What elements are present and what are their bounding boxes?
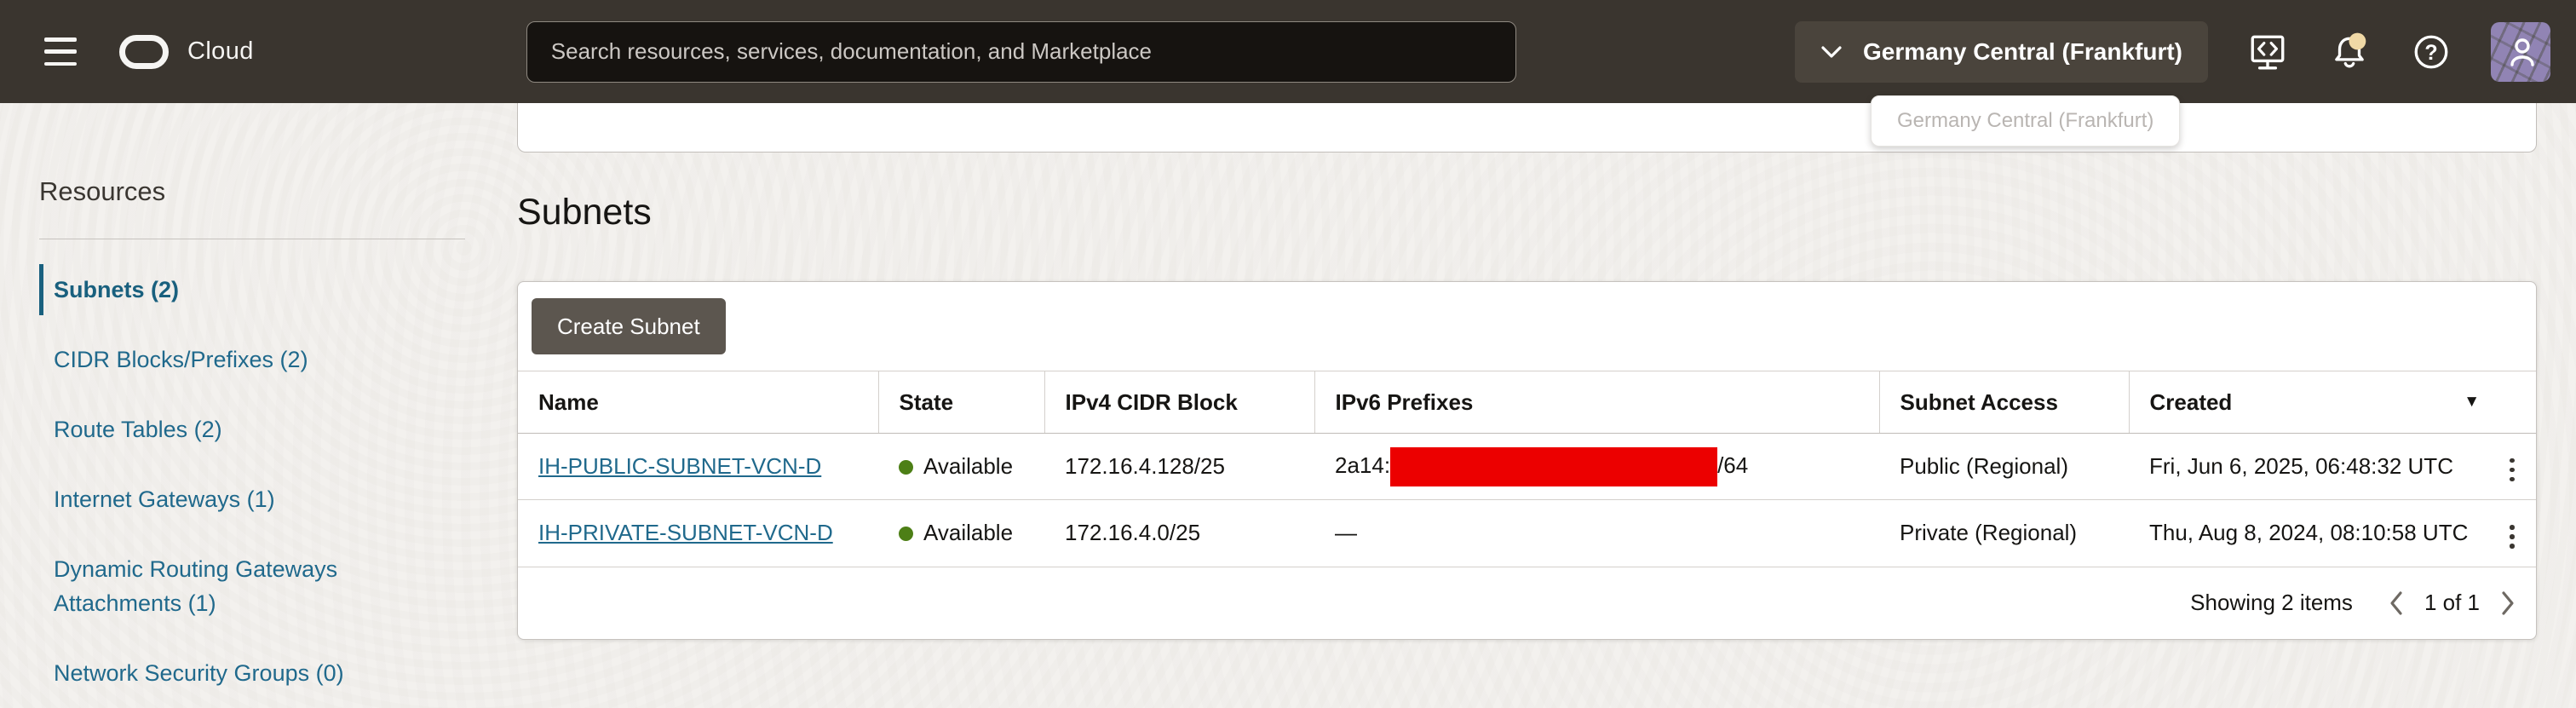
- actions-cell: [2488, 433, 2536, 500]
- subnet-access-cell: Private (Regional): [1879, 499, 2129, 567]
- cloud-shell-icon: [2251, 35, 2285, 69]
- created-cell: Fri, Jun 6, 2025, 06:48:32 UTC: [2129, 433, 2488, 500]
- cloud-shell-button[interactable]: [2245, 30, 2290, 74]
- oracle-logo-icon: [119, 34, 169, 69]
- user-avatar[interactable]: [2491, 21, 2550, 82]
- sidebar-item-cidr-blocks-prefixes[interactable]: CIDR Blocks/Prefixes (2): [54, 347, 308, 372]
- sidebar-title: Resources: [39, 176, 166, 206]
- sidebar-nav: Subnets (2) CIDR Blocks/Prefixes (2) Rou…: [39, 255, 465, 708]
- status-available-dot: [899, 460, 913, 475]
- subnet-access-cell: Public (Regional): [1879, 433, 2129, 500]
- bell-icon: [2335, 32, 2366, 67]
- sidebar-item-network-security-groups[interactable]: Network Security Groups (0): [54, 660, 344, 686]
- region-label: Germany Central (Frankfurt): [1863, 37, 2182, 65]
- subnets-table: Name State IPv4 CIDR Block IPv6 Prefixes…: [518, 371, 2536, 567]
- state-cell: Available: [878, 433, 1044, 500]
- column-header-state[interactable]: State: [877, 371, 1044, 434]
- subnet-link[interactable]: IH-PUBLIC-SUBNET-VCN-D: [538, 453, 822, 479]
- notification-badge: [2349, 32, 2366, 49]
- topbar-actions: Germany Central (Frankfurt) ?: [1795, 20, 2550, 83]
- card-toolbar: Create Subnet: [518, 282, 2536, 371]
- sidebar-item-drg-attachments[interactable]: Dynamic Routing Gateways Attachments (1): [54, 556, 338, 616]
- table-footer: Showing 2 items 1 of 1: [518, 566, 2536, 639]
- actions-cell: [2488, 499, 2536, 567]
- state-cell: Available: [878, 499, 1044, 567]
- hamburger-menu-icon[interactable]: [44, 37, 77, 66]
- brand-label: Cloud: [187, 37, 254, 65]
- create-subnet-button[interactable]: Create Subnet: [532, 298, 726, 354]
- ipv4-cidr-cell: 172.16.4.128/25: [1044, 433, 1314, 500]
- column-header-subnet-access[interactable]: Subnet Access: [1878, 371, 2129, 434]
- help-button[interactable]: ?: [2409, 30, 2453, 74]
- scrolled-card-remnant: [517, 103, 2537, 153]
- column-header-created[interactable]: Created ▼: [2128, 371, 2488, 434]
- region-selector[interactable]: Germany Central (Frankfurt): [1795, 20, 2208, 83]
- search-input[interactable]: [526, 20, 1516, 83]
- column-header-name[interactable]: Name: [518, 371, 878, 434]
- showing-items-label: Showing 2 items: [2190, 590, 2353, 615]
- chevron-left-icon: [2390, 590, 2402, 615]
- kebab-menu-icon[interactable]: [2493, 516, 2531, 557]
- page-title: Subnets: [517, 192, 652, 233]
- help-icon: ?: [2414, 35, 2448, 68]
- ipv6-prefixes-cell: —: [1314, 499, 1879, 567]
- chevron-down-icon: [1821, 45, 1842, 58]
- sidebar: Resources Subnets (2) CIDR Blocks/Prefix…: [0, 103, 517, 708]
- page-prev-button[interactable]: [2387, 590, 2406, 617]
- topbar: Cloud Germany Central (Frankfurt): [0, 0, 2576, 103]
- subnet-link[interactable]: IH-PRIVATE-SUBNET-VCN-D: [538, 520, 833, 546]
- chevron-right-icon: [2502, 590, 2514, 615]
- column-header-ipv4-cidr[interactable]: IPv4 CIDR Block: [1044, 371, 1314, 434]
- column-header-ipv6-prefixes[interactable]: IPv6 Prefixes: [1314, 371, 1879, 434]
- page-indicator: 1 of 1: [2424, 590, 2480, 615]
- sidebar-item-route-tables[interactable]: Route Tables (2): [54, 417, 222, 442]
- sidebar-item-internet-gateways[interactable]: Internet Gateways (1): [54, 486, 275, 512]
- sidebar-item-subnets[interactable]: Subnets (2): [39, 255, 448, 325]
- person-icon: [2510, 37, 2534, 66]
- sort-desc-icon[interactable]: ▼: [2464, 393, 2480, 411]
- search-container: [526, 20, 1516, 83]
- pagination: 1 of 1: [2387, 590, 2517, 617]
- page-next-button[interactable]: [2498, 590, 2517, 617]
- svg-text:?: ?: [2424, 40, 2437, 64]
- notifications-button[interactable]: [2327, 30, 2372, 74]
- column-header-actions: [2488, 371, 2536, 434]
- brand: Cloud: [119, 34, 254, 69]
- name-cell: IH-PRIVATE-SUBNET-VCN-D: [518, 499, 878, 567]
- table-header-row: Name State IPv4 CIDR Block IPv6 Prefixes…: [518, 371, 2536, 434]
- kebab-menu-icon[interactable]: [2493, 450, 2531, 491]
- ipv6-prefixes-cell: 2a14:/64: [1314, 433, 1879, 500]
- table-row: IH-PUBLIC-SUBNET-VCN-D Available 172.16.…: [518, 433, 2536, 500]
- main-content: Subnets Create Subnet Name State IPv4 CI…: [517, 103, 2576, 708]
- name-cell: IH-PUBLIC-SUBNET-VCN-D: [518, 433, 878, 500]
- region-tooltip: Germany Central (Frankfurt): [1871, 95, 2181, 147]
- redaction-box: [1390, 446, 1718, 486]
- status-available-dot: [899, 527, 913, 542]
- table-row: IH-PRIVATE-SUBNET-VCN-D Available 172.16…: [518, 499, 2536, 567]
- subnets-card: Create Subnet Name State IPv4 CIDR Block…: [517, 281, 2537, 640]
- ipv4-cidr-cell: 172.16.4.0/25: [1044, 499, 1314, 567]
- created-cell: Thu, Aug 8, 2024, 08:10:58 UTC: [2129, 499, 2488, 567]
